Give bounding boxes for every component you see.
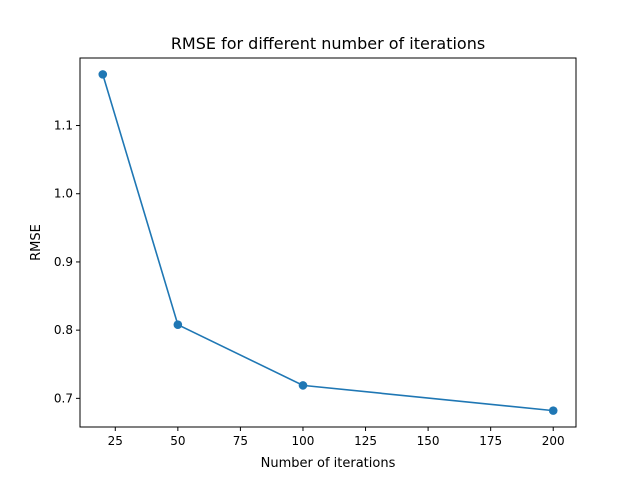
data-point	[548, 406, 558, 415]
x-tick-label: 50	[170, 434, 185, 448]
y-tick-label: 0.9	[54, 255, 73, 269]
y-tick-label: 0.7	[54, 391, 73, 405]
y-axis-ticks: 0.7 0.8 0.9 1.0 1.1	[54, 119, 80, 405]
data-point	[173, 320, 183, 329]
series-line	[102, 74, 554, 412]
plot-area: 25 50 75 100 125 150 175 200 0.7 0.8 0.9 1.0 1.1	[54, 57, 577, 448]
x-tick-label: 100	[292, 434, 315, 448]
x-tick-label: 75	[233, 434, 248, 448]
x-tick-label: 175	[479, 434, 502, 448]
x-tick-label: 150	[417, 434, 440, 448]
axes-frame	[79, 57, 577, 428]
y-tick-label: 0.8	[54, 323, 73, 337]
x-tick-label: 125	[354, 434, 377, 448]
chart-title: RMSE for different number of iterations	[171, 34, 485, 53]
y-tick-label: 1.0	[54, 187, 73, 201]
x-tick-label: 200	[542, 434, 565, 448]
y-axis-label: RMSE	[29, 224, 44, 261]
data-point	[98, 70, 108, 79]
x-axis-ticks: 25 50 75 100 125 150 175 200	[108, 427, 565, 448]
series-layer	[98, 70, 558, 415]
data-point	[298, 381, 308, 390]
x-axis-label: Number of iterations	[261, 456, 396, 471]
x-tick-label: 25	[108, 434, 123, 448]
y-tick-label: 1.1	[54, 119, 73, 133]
